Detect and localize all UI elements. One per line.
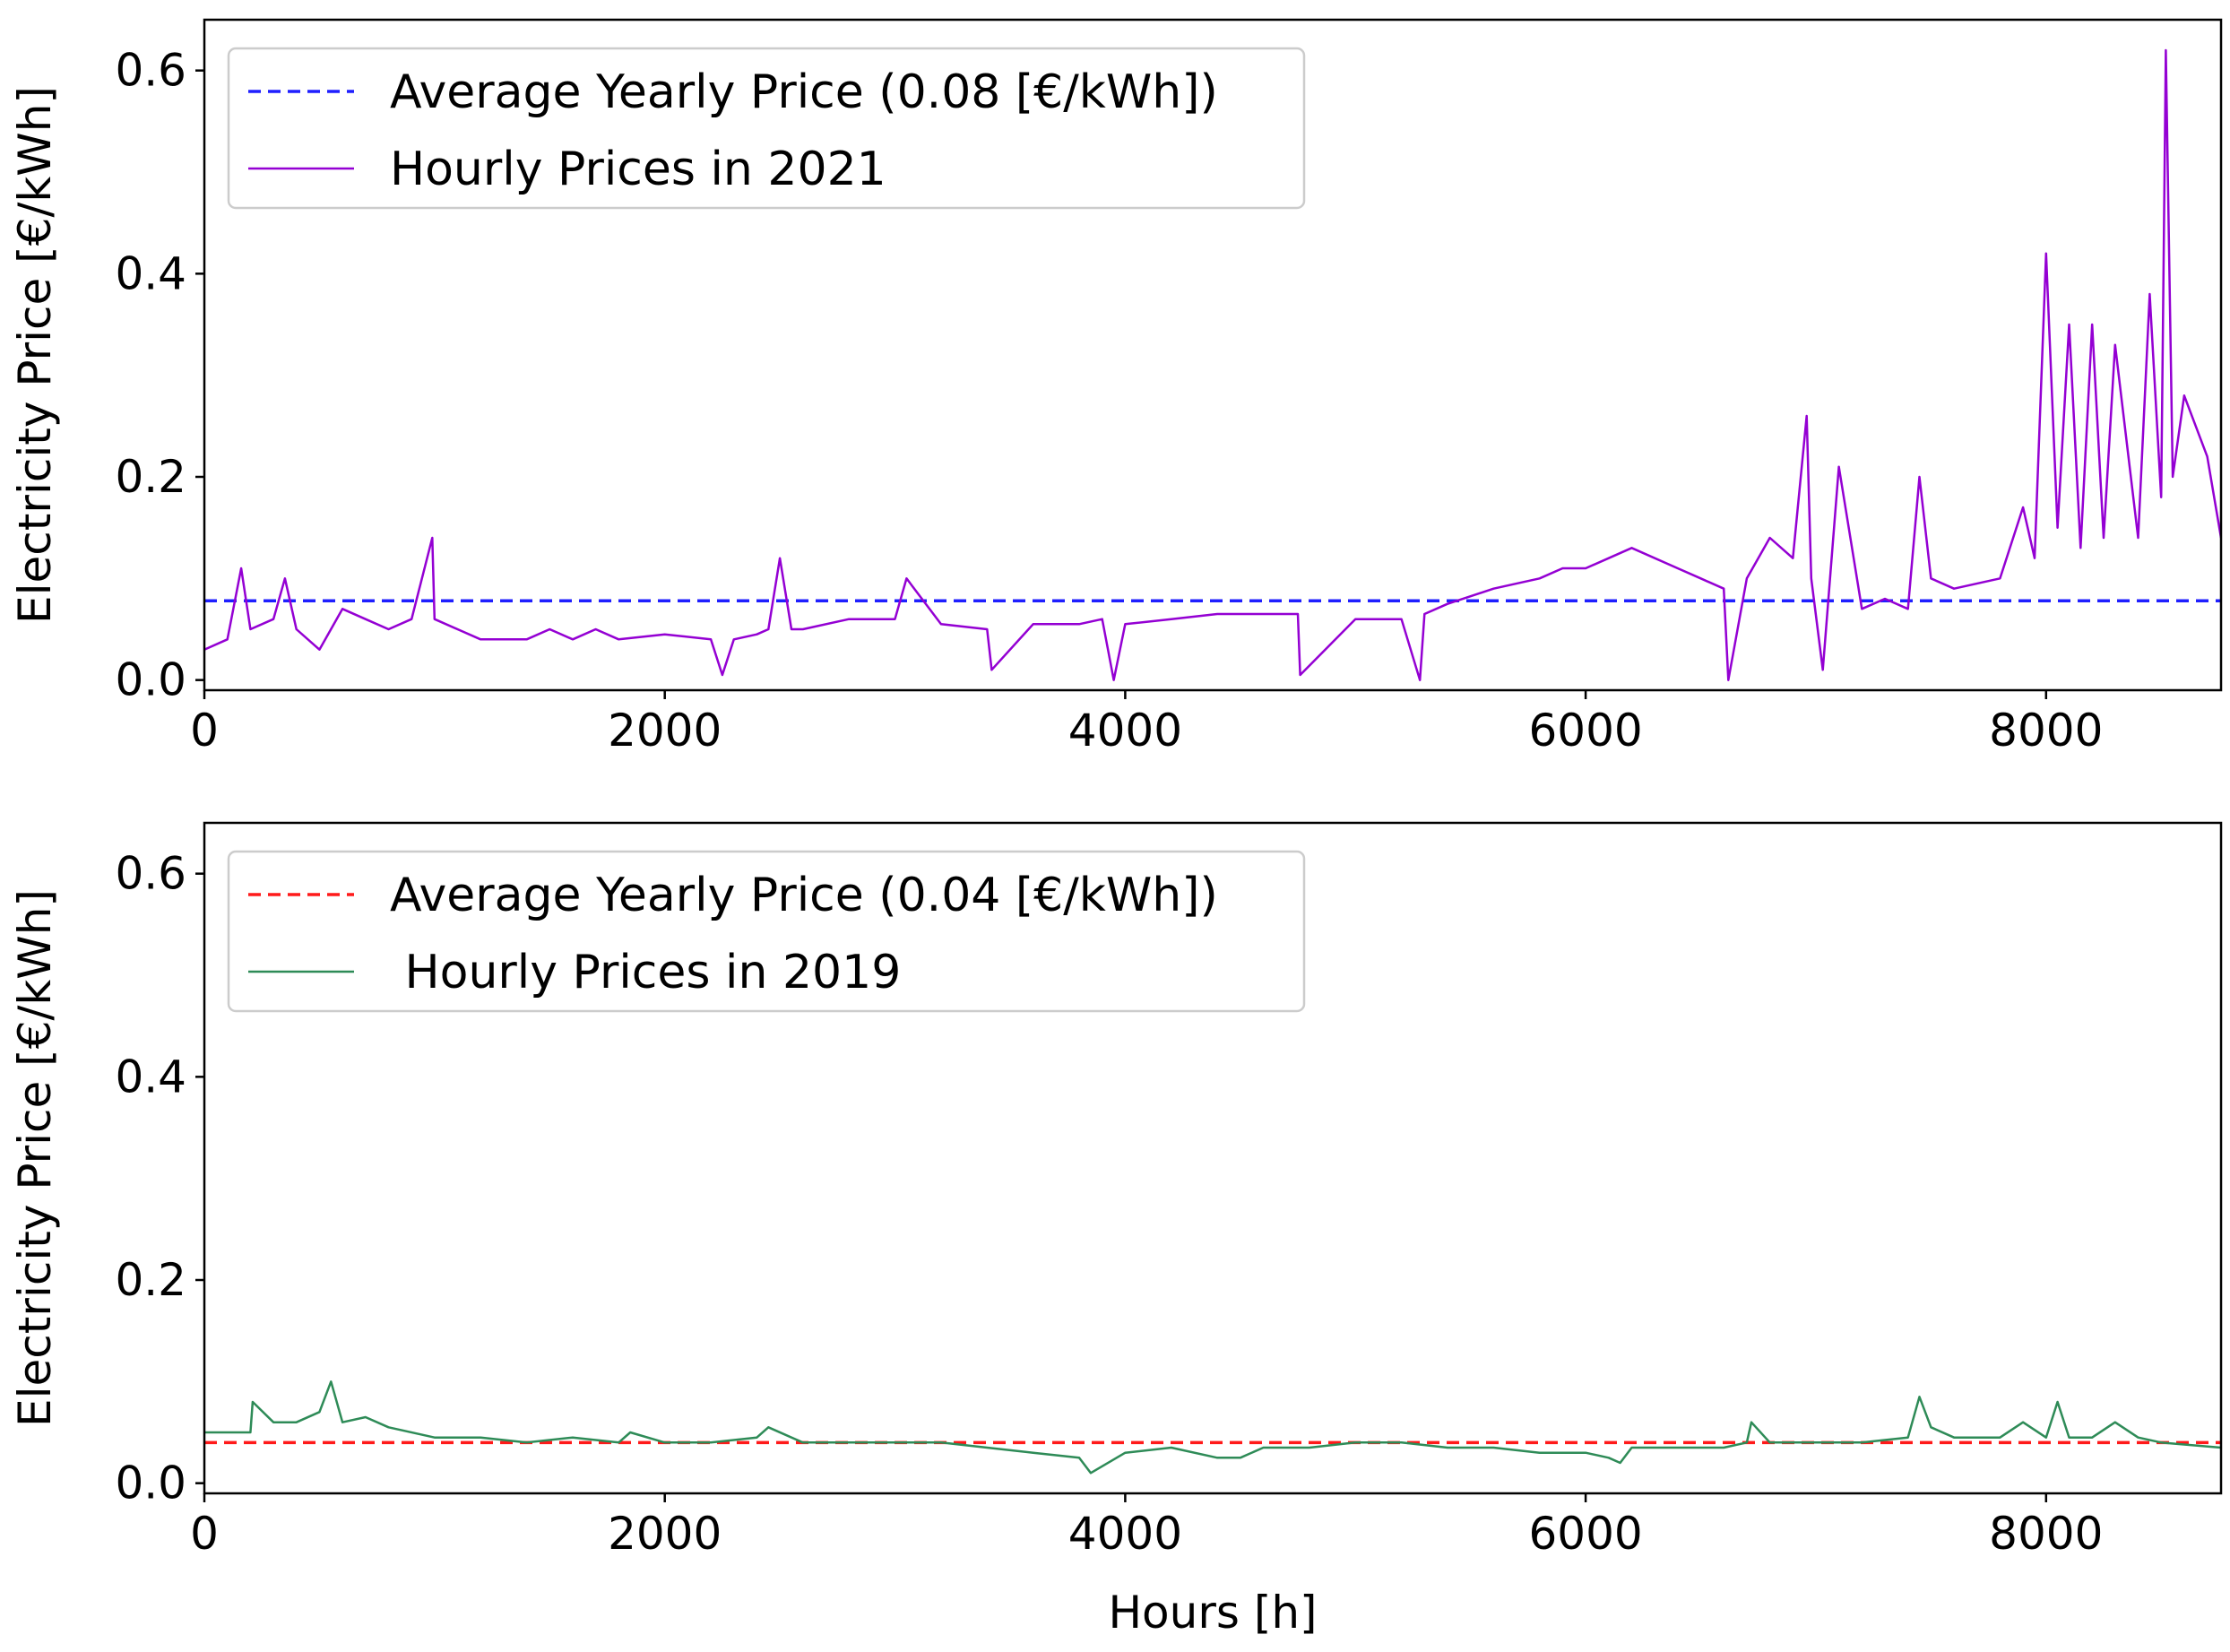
top-axes-frame [203,18,2223,692]
bottom-x-tick-label: 4000 [1068,1508,1182,1560]
bottom-x-tick-label: 0 [190,1508,219,1560]
top-legend-label-hourly: Hourly Prices in 2021 [390,143,886,196]
bottom-legend-label-hourly: Hourly Prices in 2019 [390,946,901,999]
top-x-tick-label: 8000 [1989,705,2103,757]
top-y-tick-label: 0.4 [115,247,186,299]
top-y-tick-label: 0.2 [115,451,186,503]
bottom-y-tick-label: 0.0 [115,1457,186,1509]
top-y-tick-label: 0.0 [115,654,186,706]
top-legend-box [227,47,1306,210]
bottom-x-tick-label: 8000 [1989,1508,2103,1560]
top-x-tick-label: 6000 [1528,705,1642,757]
top-x-tick-label: 0 [190,705,219,757]
top-legend: Average Yearly Price (0.08 [€/kWh]) Hourl… [227,47,1306,210]
top-series-hourly-prices [204,48,2221,681]
bottom-x-tick-label: 6000 [1528,1508,1642,1560]
top-legend-label-average: Average Yearly Price (0.08 [€/kWh]) [390,65,1218,119]
bottom-series-hourly-prices [204,1380,2221,1475]
bottom-legend-label-average: Average Yearly Price (0.04 [€/kWh]) [390,869,1218,922]
top-x-tick-label: 2000 [608,705,722,757]
top-x-tick-label: 4000 [1068,705,1182,757]
top-y-axis-label: Electricity Price [€/kWh] [9,86,61,624]
bottom-legend-box [227,850,1306,1013]
bottom-x-axis-label: Hours [h] [1108,1587,1317,1639]
bottom-axes-frame [203,821,2223,1495]
bottom-y-axis-label: Electricity Price [€/kWh] [9,889,61,1427]
bottom-y-tick-label: 0.2 [115,1254,186,1306]
top-y-tick-label: 0.6 [115,45,186,97]
bottom-x-tick-label: 2000 [608,1508,722,1560]
bottom-y-tick-label: 0.4 [115,1051,186,1103]
top-chart-panel: 0 2000 4000 6000 8000 0.0 0.2 0.4 0.6 Electricity… [9,18,2223,757]
bottom-legend: Average Yearly Price (0.04 [€/kWh]) Hour… [227,850,1306,1013]
bottom-y-tick-label: 0.6 [115,848,186,900]
bottom-chart-panel: 0 2000 4000 6000 8000 0.0 0.2 0.4 0.6 Electricity… [9,821,2223,1639]
